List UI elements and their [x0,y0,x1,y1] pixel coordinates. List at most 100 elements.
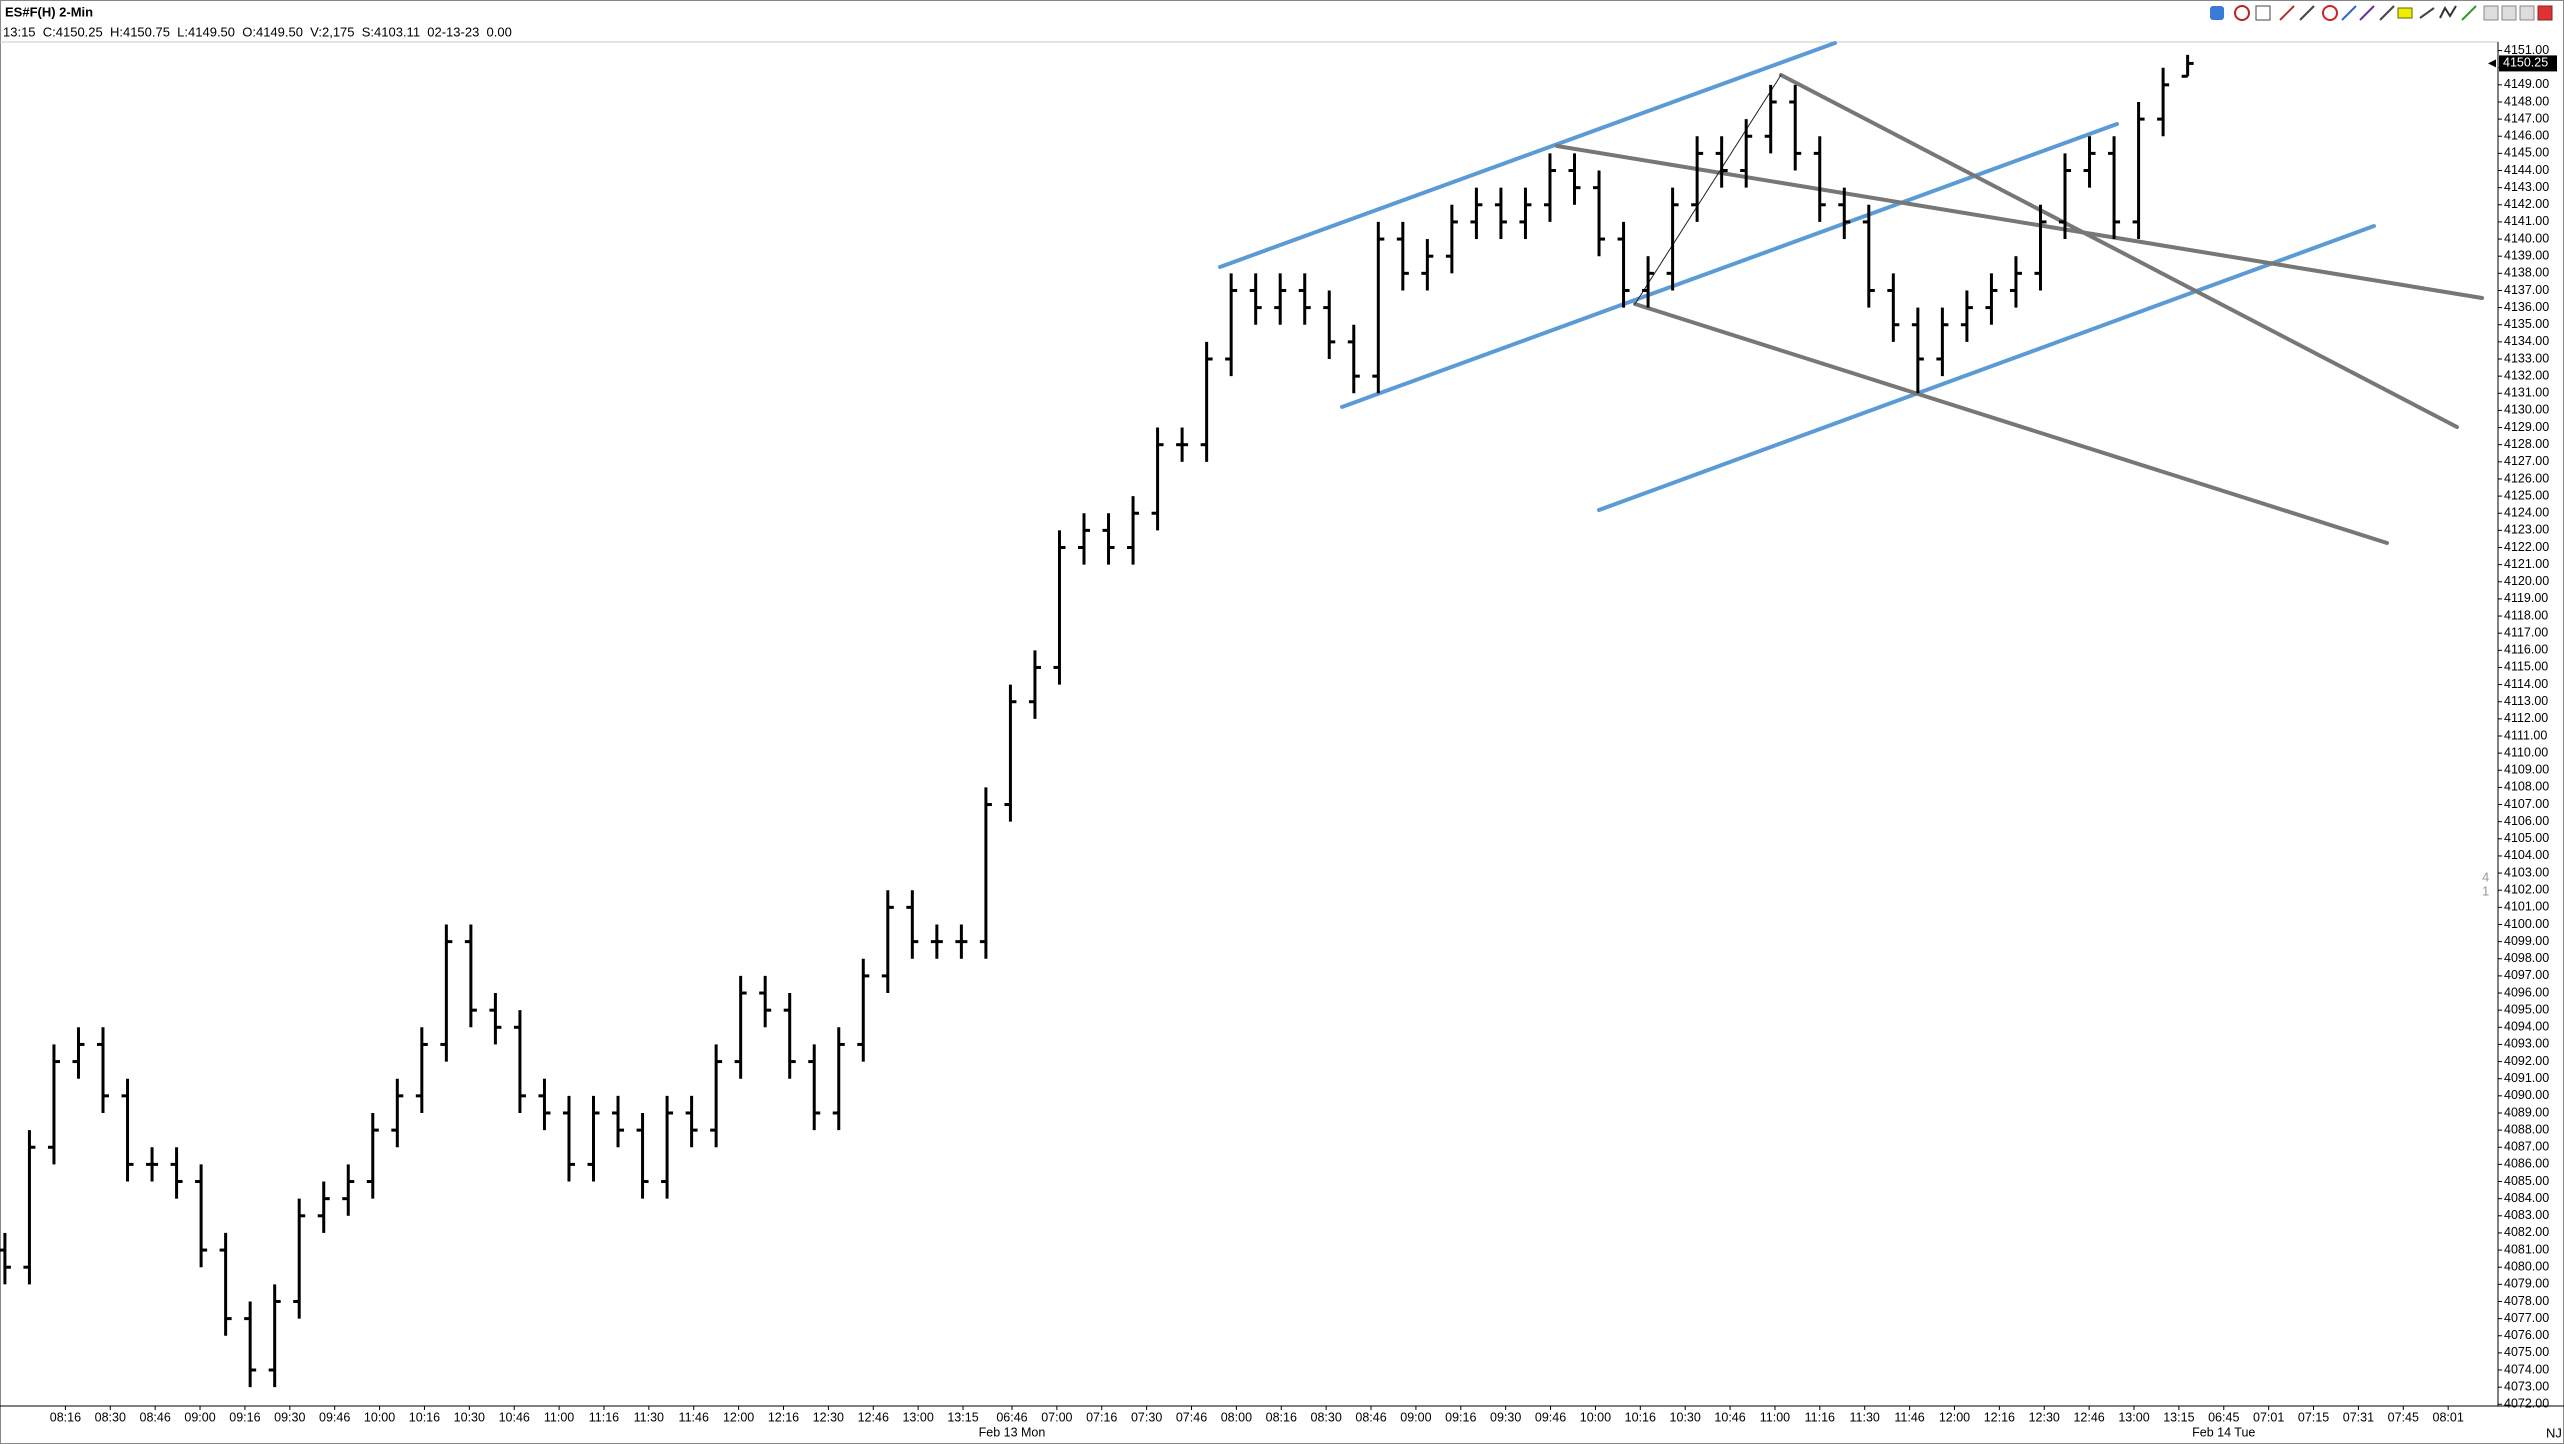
x-tick-label: 11:30 [1850,1410,1880,1424]
minimize-button[interactable] [2483,5,2499,21]
x-tick-label: 06:46 [996,1410,1027,1424]
x-tick-label: 07:45 [2388,1410,2419,1424]
restore-button[interactable] [2501,5,2517,21]
y-tick-label: 4080.00 [2504,1259,2549,1273]
x-tick-label: 08:01 [2433,1410,2464,1424]
x-tick-label: 08:16 [1266,1410,1297,1424]
x-tick-label: 12:16 [768,1410,799,1424]
tool-icon[interactable] [2419,7,2435,19]
y-tick-label: 4141.00 [2504,214,2549,228]
y-tick-label: 4114.00 [2504,677,2548,691]
pitchfork-line[interactable] [1779,73,2459,429]
x-tick-label: 12:30 [813,1410,844,1424]
y-tick-label: 4124.00 [2504,506,2549,520]
y-tick-label: 4107.00 [2504,797,2549,811]
y-tick-label: 4135.00 [2504,317,2549,331]
tool-icon[interactable] [2397,7,2413,19]
x-tick-label: 12:00 [723,1410,754,1424]
y-tick-label: 4110.00 [2504,745,2548,759]
x-tick-label: 10:30 [454,1410,485,1424]
y-tick-label: 4120.00 [2504,574,2549,588]
channel-line[interactable] [1340,122,2119,409]
tool-icon[interactable] [2341,5,2357,21]
y-tick-label: 4149.00 [2504,77,2549,91]
channel-line[interactable] [1218,41,1837,269]
pitchfork-line[interactable] [1555,144,2484,300]
x-tick-label: 11:46 [1894,1410,1924,1424]
y-tick-label: 4117.00 [2504,625,2548,639]
x-tick-label: 13:00 [2118,1410,2149,1424]
y-tick-label: 4113.00 [2504,694,2548,708]
x-tick-label: 07:46 [1176,1410,1207,1424]
y-tick-label: 4075.00 [2504,1345,2549,1359]
y-tick-label: 4097.00 [2504,968,2549,982]
y-tick-label: 4112.00 [2504,711,2548,725]
pitchfork-line[interactable] [1633,302,2389,545]
x-tick-label: 10:16 [409,1410,440,1424]
date-label: Feb 14 Tue [2192,1425,2255,1439]
y-tick-label: 4088.00 [2504,1122,2549,1136]
maximize-button[interactable] [2519,5,2535,21]
x-tick-label: 09:16 [1445,1410,1476,1424]
y-tick-label: 4074.00 [2504,1362,2549,1376]
y-tick-label: 4101.00 [2504,900,2549,914]
y-tick-label: 4115.00 [2504,660,2548,674]
x-tick-label: 10:16 [1625,1410,1656,1424]
y-tick-label: 4099.00 [2504,934,2549,948]
x-tick-label: 10:00 [1580,1410,1611,1424]
last-price-box [2499,55,2557,72]
y-tick-label: 4133.00 [2504,351,2549,365]
y-tick-label: 4105.00 [2504,831,2549,845]
y-tick-label: 4089.00 [2504,1105,2549,1119]
side-marker: 4 [2482,869,2489,884]
x-tick-label: 08:16 [50,1410,81,1424]
x-tick-label: 06:45 [2208,1410,2239,1424]
pitchfork-drawings [1218,41,2484,545]
y-tick-label: 4095.00 [2504,1002,2549,1016]
tool-icon[interactable] [2359,5,2375,21]
y-tick-label: 4102.00 [2504,883,2549,897]
y-tick-label: 4084.00 [2504,1191,2549,1205]
y-tick-label: 4125.00 [2504,488,2549,502]
x-tick-label: 12:30 [2029,1410,2060,1424]
x-tick-label: 12:46 [2073,1410,2104,1424]
x-tick-label: 08:46 [140,1410,171,1424]
x-tick-label: 11:16 [1805,1410,1835,1424]
y-tick-label: 4143.00 [2504,180,2549,194]
x-tick-label: 09:30 [274,1410,305,1424]
pitchfork-handle[interactable] [1634,74,1782,305]
tool-icon[interactable] [2255,5,2271,21]
x-tick-label: 07:01 [2253,1410,2284,1424]
x-tick-label: 09:00 [1400,1410,1431,1424]
last-price-label: 4150.25 [2503,56,2548,70]
y-tick-label: 4119.00 [2504,591,2548,605]
close-button[interactable] [2537,5,2553,21]
y-tick-label: 4079.00 [2504,1277,2549,1291]
tool-icon[interactable] [2379,5,2395,21]
y-tick-label: 4073.00 [2504,1379,2549,1393]
tool-icon[interactable] [2210,6,2224,20]
y-tick-label: 4148.00 [2504,94,2549,108]
x-tick-label: 07:30 [1131,1410,1162,1424]
y-tick-label: 4100.00 [2504,917,2549,931]
x-tick-label: 11:46 [679,1410,709,1424]
tool-icon[interactable] [2322,5,2338,21]
tool-icon[interactable] [2461,5,2477,21]
tool-icon[interactable] [2299,5,2315,21]
y-tick-label: 4151.00 [2504,43,2549,57]
y-tick-label: 4142.00 [2504,197,2549,211]
y-tick-label: 4132.00 [2504,368,2549,382]
x-tick-label: 07:00 [1041,1410,1072,1424]
y-tick-label: 4108.00 [2504,780,2549,794]
toolbar [2210,5,2553,21]
y-tick-label: 4106.00 [2504,814,2549,828]
date-label: Feb 13 Mon [979,1425,1046,1439]
y-tick-label: 4145.00 [2504,146,2549,160]
x-tick-label: 11:00 [1760,1410,1790,1424]
channel-line[interactable] [1597,224,2376,512]
x-tick-label: 10:00 [364,1410,395,1424]
y-tick-label: 4126.00 [2504,471,2549,485]
tool-icon[interactable] [2234,5,2250,21]
tool-icon[interactable] [2279,5,2295,21]
tool-icon[interactable] [2439,5,2457,19]
